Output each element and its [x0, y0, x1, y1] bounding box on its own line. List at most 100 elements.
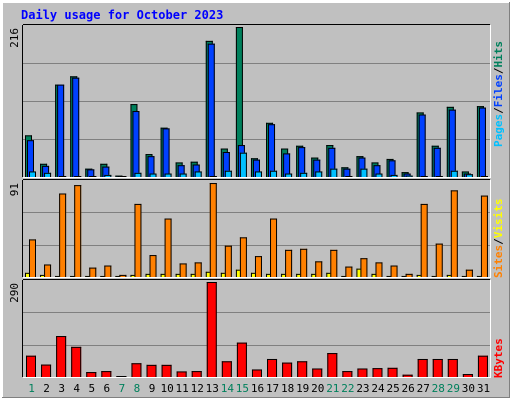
bar-kbytes: [447, 358, 458, 377]
bar-files: [418, 114, 426, 177]
bar-visits-fill: [160, 273, 168, 277]
day-label: 10: [160, 382, 173, 395]
bar-sites: [435, 243, 443, 277]
bar-files-fill: [433, 147, 441, 177]
bar-sites-fill: [164, 218, 172, 277]
bar-files-fill: [343, 168, 351, 177]
bar-pages-fill: [285, 173, 293, 177]
bar-pages: [134, 172, 142, 177]
chart-title: Daily usage for October 2023: [21, 8, 223, 22]
day-label: 6: [104, 382, 111, 395]
plot-area: [23, 280, 490, 377]
day-label: 25: [386, 382, 399, 395]
bar-kbytes-fill: [297, 361, 308, 377]
bar-sites-fill: [465, 269, 473, 277]
day-label: 11: [176, 382, 189, 395]
bar-sites: [360, 258, 368, 277]
bar-sites: [119, 274, 127, 277]
bar-kbytes: [297, 361, 308, 377]
day-label: 13: [206, 382, 219, 395]
bar-sites-fill: [375, 262, 383, 277]
bar-visits-fill: [40, 274, 48, 277]
bar-sites: [74, 185, 82, 277]
day-label: 23: [356, 382, 369, 395]
bar-files-fill: [132, 111, 140, 177]
bar-files: [207, 43, 215, 177]
legend-hits: Hits: [492, 41, 505, 68]
day-label: 19: [296, 382, 309, 395]
bar-sites-fill: [59, 193, 67, 277]
bar-files: [87, 169, 95, 177]
bar-files-fill: [207, 43, 215, 177]
bar-kbytes-fill: [372, 368, 383, 377]
bar-kbytes: [116, 376, 127, 377]
bar-sites: [254, 256, 262, 277]
legend-kbytes: KBytes: [492, 338, 505, 378]
bar-sites-fill: [104, 265, 112, 277]
bar-visits-fill: [220, 272, 228, 277]
bar-kbytes-fill: [26, 355, 36, 377]
bar-sites: [29, 239, 36, 277]
day-label: 8: [134, 382, 141, 395]
day-label: 20: [311, 382, 324, 395]
bar-kbytes-fill: [161, 364, 172, 377]
day-label: 26: [402, 382, 415, 395]
bar-kbytes-fill: [357, 368, 368, 377]
y-max-tick: 91: [8, 183, 21, 196]
bar-pages-fill: [390, 174, 398, 177]
bar-files-fill: [177, 165, 185, 177]
bar-sites-fill: [360, 258, 368, 277]
bar-sites: [285, 249, 293, 277]
bar-pages: [435, 176, 443, 177]
bar-sites: [89, 267, 97, 277]
bar-pages: [450, 170, 458, 177]
bar-sites: [149, 255, 157, 277]
bar-pages: [285, 173, 293, 177]
bar-files: [343, 168, 351, 177]
bar-sites: [209, 183, 217, 277]
bar-pages: [254, 171, 262, 177]
day-label: 29: [447, 382, 460, 395]
bar-sites-fill: [89, 267, 97, 277]
bar-pages: [209, 176, 217, 177]
bar-pages: [44, 172, 52, 177]
bar-sites: [315, 261, 323, 277]
panel-hits-files-pages: 216: [8, 24, 491, 178]
day-label: 22: [341, 382, 354, 395]
bar-pages-fill: [300, 172, 308, 177]
bar-kbytes: [342, 371, 353, 377]
bar-sites-fill: [224, 245, 232, 277]
bar-sites-fill: [119, 274, 127, 277]
bar-sites: [450, 190, 458, 277]
bar-pages-fill: [179, 173, 187, 177]
bar-visits-fill: [130, 274, 138, 277]
bar-files-fill: [162, 128, 170, 177]
bar-kbytes: [56, 336, 67, 377]
bar-visits-fill: [326, 272, 334, 277]
bar-pages: [239, 152, 247, 177]
bar-pages-fill: [149, 173, 157, 177]
bar-pages: [59, 176, 67, 177]
bar-sites: [270, 218, 278, 277]
bar-pages-fill: [270, 170, 278, 177]
bar-files-fill: [358, 157, 366, 177]
day-label: 4: [73, 382, 80, 395]
bar-sites-fill: [450, 190, 458, 277]
bar-sites-fill: [74, 185, 82, 277]
bar-pages-fill: [29, 171, 36, 177]
bar-sites-fill: [390, 265, 398, 277]
bar-sites-fill: [405, 273, 413, 277]
bar-kbytes: [176, 371, 187, 377]
day-label: 24: [371, 382, 385, 395]
day-label: 31: [477, 382, 490, 395]
bar-pages: [164, 173, 172, 177]
day-label: 16: [251, 382, 264, 395]
bar-sites: [44, 264, 52, 277]
bar-kbytes: [251, 369, 262, 377]
bar-sites: [179, 263, 187, 277]
bar-files-fill: [102, 166, 110, 177]
legend-pages: Pages: [492, 114, 505, 147]
y-max-tick: 290: [8, 283, 21, 303]
bar-pages: [330, 168, 338, 177]
